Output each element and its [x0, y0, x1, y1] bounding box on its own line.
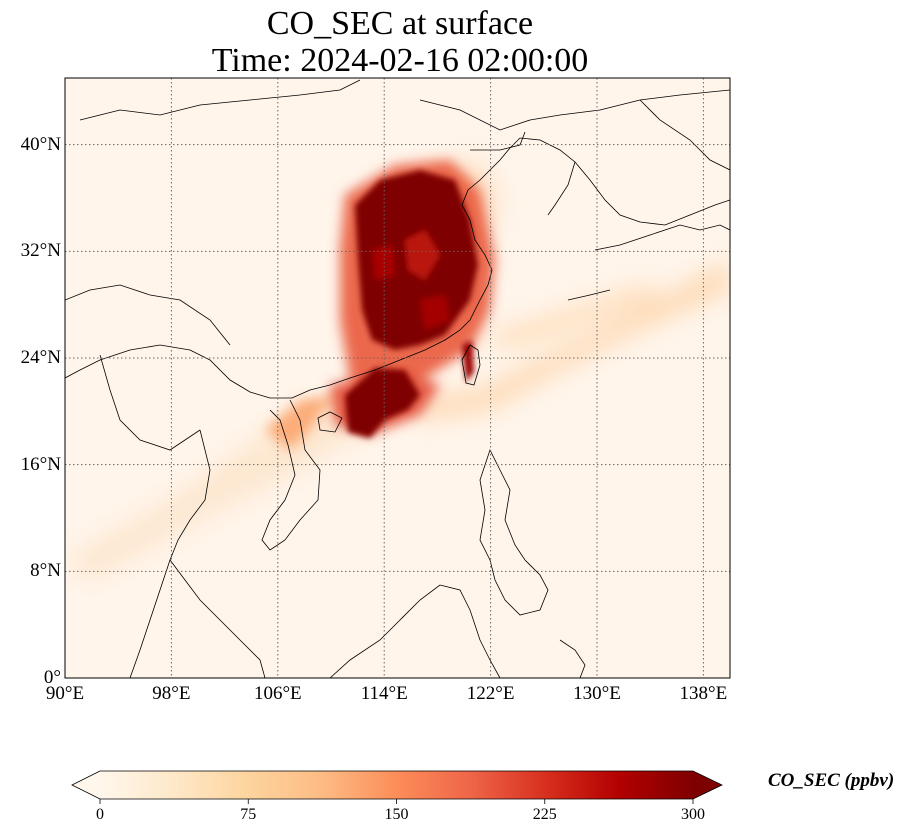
longitude-tick-label: 122°E: [466, 683, 515, 704]
colorbar-max-extension: [693, 771, 722, 799]
colorbar-title: CO_SEC (ppbv): [768, 770, 895, 791]
map-frame: [64, 77, 731, 679]
coastlines: [65, 79, 730, 678]
longitude-tick-label: 98°E: [152, 683, 191, 704]
map-title-line2: Time: 2024-02-16 02:00:00: [211, 42, 589, 79]
core-plume-layer: [345, 170, 478, 438]
latitude-tick-label: 32°N: [20, 240, 61, 262]
co-concentration-field: [65, 160, 730, 580]
colorbar-ticks: [99, 799, 694, 804]
longitude-tick-label: 114°E: [360, 683, 408, 704]
colorbar-tick-label: 225: [532, 806, 557, 823]
longitude-tick-label: 106°E: [253, 683, 302, 704]
colorbar-tick-label: 75: [240, 806, 257, 823]
map-title-line1: CO_SEC at surface: [266, 5, 534, 42]
colorbar-tick-label: 150: [384, 806, 409, 823]
latitude-tick-label: 0°: [43, 667, 61, 688]
colorbar: [71, 770, 723, 804]
latitude-tick-label: 16°N: [20, 453, 61, 475]
gridlines: [65, 78, 730, 678]
colorbar-body: [100, 771, 693, 799]
latitude-tick-label: 8°N: [30, 560, 61, 582]
longitude-tick-label: 138°E: [679, 683, 728, 704]
colorbar-tick-label: 0: [96, 806, 104, 823]
longitude-tick-label: 130°E: [573, 683, 621, 704]
colorbar-min-extension: [72, 771, 100, 799]
latitude-tick-label: 40°N: [20, 133, 61, 155]
latitude-tick-label: 24°N: [20, 347, 61, 368]
colorbar-tick-label: 300: [681, 806, 705, 823]
longitude-tick-label: 90°E: [45, 683, 85, 704]
